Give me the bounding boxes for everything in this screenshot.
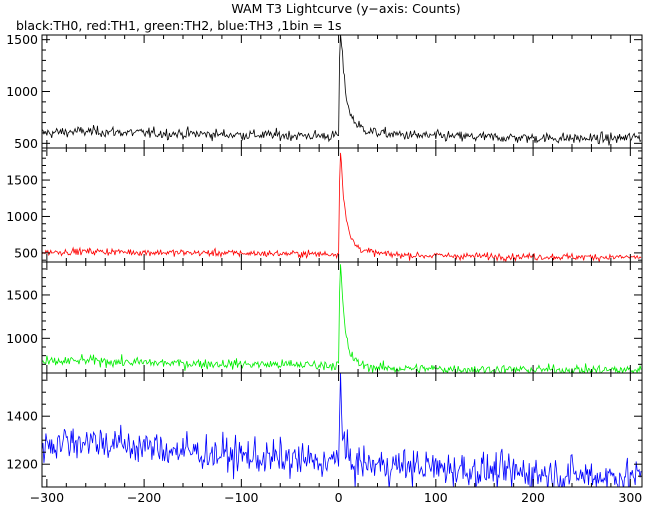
panel-th1: 500 1000 1500 [6,147,643,263]
y-tick-label: 500 [14,136,38,151]
y-tick-label: 500 [14,245,38,260]
y-tick-label: 1500 [6,173,38,188]
panels-layer: 50010001500500100015001000150012001400−3… [6,32,643,505]
panel-th0: 500 1000 1500 [6,32,643,151]
x-tick-label: −100 [224,490,258,505]
panel-frame [41,147,643,263]
x-tick-label: 300 [618,490,642,505]
x-tick-label: −200 [127,490,161,505]
y-tick-label: 1500 [6,287,38,302]
y-tick-label: 1000 [6,84,38,99]
y-tick-label: 1000 [6,331,38,346]
x-tick-label: −300 [30,490,64,505]
x-tick-label: 200 [521,490,545,505]
series-line-th2 [42,264,642,373]
y-tick-label: 1000 [6,209,38,224]
series-line-th0 [42,35,642,146]
y-tick-label: 1400 [6,409,38,424]
panel-th2: 1000 1500 [6,261,643,374]
panel-th3: 1200 1400 −300 −200 −100 0 100 200 300 [6,372,643,505]
y-tick-label: 1500 [6,32,38,47]
y-tick-label: 1200 [6,457,38,472]
x-tick-label: 0 [335,490,343,505]
panel-frame [41,261,643,374]
panel-frame [41,372,643,488]
chart-subtitle: black:TH0, red:TH1, green:TH2, blue:TH3 … [16,18,342,33]
chart-title: WAM T3 Lightcurve (y−axis: Counts) [231,1,460,16]
x-tick-label: 100 [424,490,448,505]
series-line-th1 [42,152,642,262]
series-line-th3 [42,373,642,487]
